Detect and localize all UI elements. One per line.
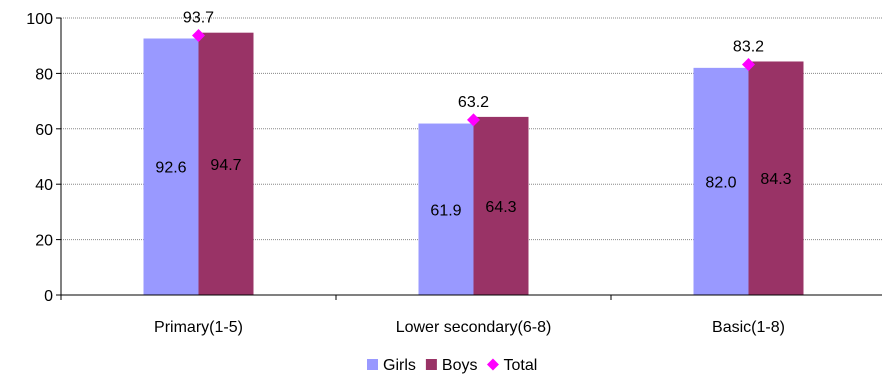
x-tick-label: Lower secondary(6-8) (396, 319, 552, 336)
data-label-total: 63.2 (458, 94, 489, 111)
total-marker (467, 113, 480, 127)
x-tick-label: Basic(1-8) (712, 319, 785, 336)
bar-girls (693, 67, 749, 295)
bar-girls (418, 123, 474, 295)
bar-boys (473, 116, 529, 295)
data-label-total: 83.2 (733, 39, 764, 56)
bars (143, 32, 804, 296)
data-label-total: 93.7 (183, 9, 214, 26)
legend-label-total: Total (503, 357, 537, 374)
legend-swatch-girls (367, 359, 378, 370)
data-label-boys: 94.7 (210, 157, 241, 174)
bar-boys (198, 32, 254, 295)
axes (56, 17, 882, 300)
data-labels: 92.6 94.7 61.9 64.3 82.0 84.3 93.7 63.2 83.2 (155, 9, 791, 219)
bar-girls (143, 38, 199, 296)
bar-boys (748, 61, 804, 295)
total-marker (192, 28, 205, 42)
data-label-girls: 61.9 (430, 202, 461, 219)
tick-labels: 0 20 40 60 80 100 Primary(1-5) Lower secondary(… (26, 11, 785, 336)
y-tick-label: 0 (44, 288, 53, 305)
legend-swatch-boys (425, 359, 437, 370)
legend-label-boys: Boys (442, 357, 478, 374)
y-tick-label: 40 (35, 177, 53, 194)
data-label-boys: 84.3 (760, 171, 791, 188)
y-tick-label: 80 (35, 66, 53, 83)
legend-label-girls: Girls (383, 357, 416, 374)
total-markers (192, 28, 755, 127)
x-tick-label: Primary(1-5) (154, 319, 243, 336)
data-label-boys: 64.3 (485, 199, 516, 216)
y-tick-label: 20 (35, 233, 53, 250)
legend-swatch-total (486, 358, 499, 371)
legend: Girls Boys Total (367, 357, 537, 374)
data-label-girls: 82.0 (705, 174, 736, 191)
data-label-girls: 92.6 (155, 160, 186, 177)
y-tick-label: 100 (26, 11, 53, 28)
total-marker (742, 58, 755, 72)
y-tick-label: 60 (35, 122, 53, 139)
